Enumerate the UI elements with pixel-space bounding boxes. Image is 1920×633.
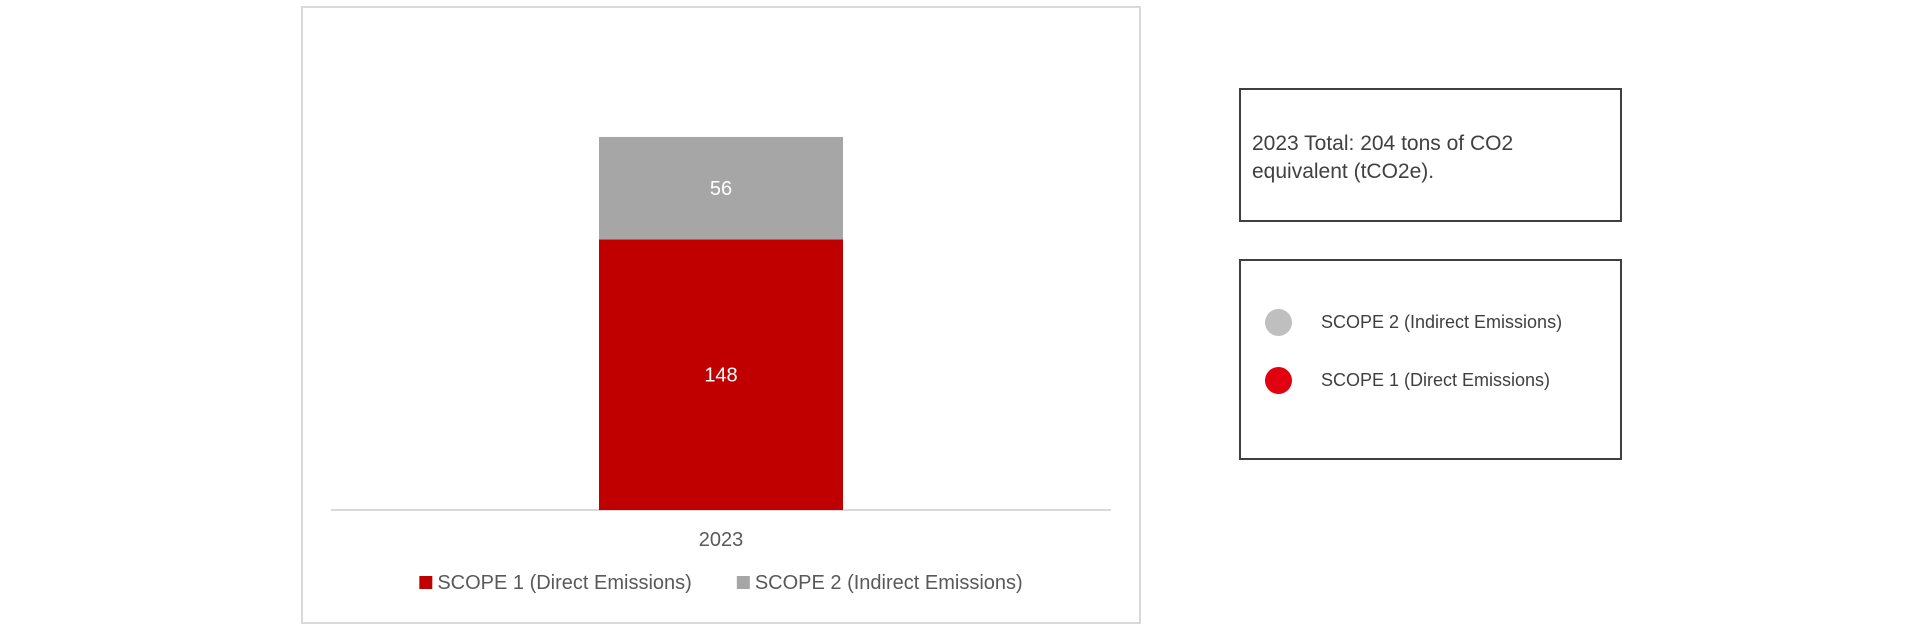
side-legend-item-scope-2: SCOPE 2 (Indirect Emissions) [1265, 309, 1562, 336]
legend-label-2: SCOPE 2 (Indirect Emissions) [755, 572, 1023, 594]
chart-frame: 148 56 2023 SCOPE 1 (Direct Emissions) SCOPE… [301, 6, 1141, 624]
bar-segment-1 [599, 239, 843, 510]
side-legend-label-scope-1: SCOPE 1 (Direct Emissions) [1321, 370, 1551, 390]
data-label-2: 56 [710, 178, 732, 200]
legend-label-1: SCOPE 1 (Direct Emissions) [437, 572, 692, 594]
legend-swatch-2 [736, 576, 750, 589]
total-summary-text: 2023 Total: 204 tons of CO2 equivalent (… [1252, 132, 1514, 183]
data-label-1: 148 [704, 365, 737, 387]
side-legend-item-scope-1: SCOPE 1 (Direct Emissions) [1265, 367, 1550, 394]
total-summary-box: 2023 Total: 204 tons of CO2 equivalent (… [1239, 88, 1622, 222]
side-legend-label-scope-2: SCOPE 2 (Indirect Emissions) [1321, 312, 1563, 332]
scope-2-dot-icon [1265, 309, 1292, 336]
side-legend-box: SCOPE 2 (Indirect Emissions) SCOPE 1 (Di… [1239, 259, 1622, 460]
bar-segment-2 [599, 136, 843, 240]
x-tick-label: 2023 [699, 529, 744, 551]
stacked-bar-chart: 148 56 2023 SCOPE 1 (Direct Emissions) SCOPE… [331, 136, 1111, 594]
scope-1-dot-icon [1265, 367, 1292, 394]
legend-swatch-1 [419, 576, 433, 589]
